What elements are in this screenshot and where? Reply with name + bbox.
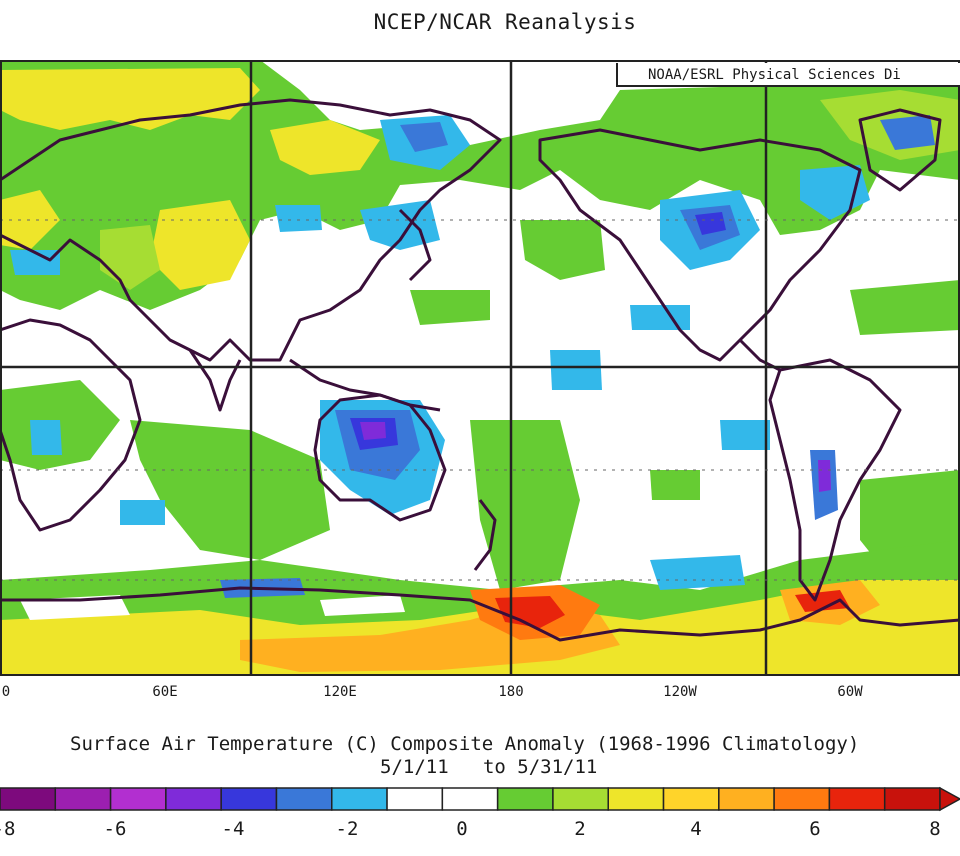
- anomaly-field-madagascar-blue: [30, 420, 62, 455]
- coastline-greenland: [858, 108, 942, 192]
- anomaly-field-weddell-blue: [650, 555, 745, 590]
- colorbar-tick-label: -6: [103, 818, 127, 840]
- coastline-africa: [0, 318, 142, 532]
- graticule: [0, 60, 960, 676]
- longitude-label: 0: [1, 684, 11, 700]
- coastline-eurasia: [0, 98, 502, 362]
- anomaly-field-caspian-blue: [10, 250, 60, 275]
- credit-box: NOAA/ESRL Physical Sciences Di: [616, 63, 960, 87]
- colorbar-bin: [54, 787, 112, 811]
- map-title: NCEP/NCAR Reanalysis: [373, 10, 637, 34]
- anomaly-field-east-pacific-green: [650, 470, 700, 500]
- colorbar-bin: [607, 787, 665, 811]
- anomaly-field-mongolia-blue: [275, 205, 322, 232]
- longitude-label: 120W: [663, 684, 697, 700]
- colorbar-tick-label: 6: [809, 818, 821, 840]
- anomaly-field-peninsula-red: [795, 590, 850, 612]
- anomaly-field-pacific-green-2: [410, 290, 490, 325]
- colorbar-end-arrow: [939, 786, 960, 812]
- colorbar-tick-label: 0: [456, 818, 468, 840]
- colorbar-bin: [165, 787, 222, 811]
- coastline-indonesia: [289, 358, 441, 412]
- coastline-japan: [398, 208, 432, 282]
- anomaly-field-south-indian-green: [130, 420, 330, 560]
- map-frame: [0, 60, 960, 676]
- anomaly-field-greenland-blue: [880, 115, 935, 150]
- colorbar-tick-label: 8: [929, 818, 941, 840]
- anomaly-field-east-pacific-blue-2: [720, 420, 770, 450]
- credit-text: NOAA/ESRL Physical Sciences Di: [648, 67, 901, 83]
- colorbar-tick-label: -4: [221, 818, 245, 840]
- anomaly-field-south-pacific-green: [470, 420, 580, 590]
- colorbar: [0, 786, 960, 812]
- colorbar-bin: [662, 787, 720, 811]
- colorbar-bin: [386, 787, 444, 811]
- colorbar-tick-label: 4: [690, 818, 702, 840]
- colorbar-bin: [828, 787, 886, 811]
- colorbar-bin: [496, 787, 554, 811]
- coastline-new-zealand: [473, 499, 497, 571]
- colorbar-bin: [883, 787, 941, 811]
- coastline-south-america: [768, 358, 902, 602]
- anomaly-field-australia-deep: [360, 422, 386, 440]
- anomaly-field-east-siberia-dark: [400, 122, 448, 152]
- date-range: 5/1/11 to 5/31/11: [380, 756, 598, 778]
- coastline-antarctica: [0, 586, 960, 642]
- anomaly-field-east-pacific-blue: [630, 305, 690, 330]
- coastline-north-america: [538, 128, 862, 362]
- map-subtitle: Surface Air Temperature (C) Composite An…: [70, 733, 860, 755]
- anomaly-field-central-asia-yellow: [150, 200, 250, 290]
- colorbar-bin: [109, 787, 167, 811]
- colorbar-bin: [331, 787, 388, 811]
- longitude-label: 60E: [152, 684, 178, 700]
- anomaly-field-pacific-green: [520, 220, 605, 280]
- anomaly-field-ross-sea-core: [495, 596, 565, 628]
- colorbar-bin: [552, 787, 609, 811]
- longitude-label: 60W: [837, 684, 863, 700]
- longitude-label: 120E: [323, 684, 357, 700]
- longitude-label: 180: [498, 684, 524, 700]
- map-canvas: [0, 60, 960, 676]
- anomaly-field-atlantic-green: [850, 280, 960, 335]
- colorbar-bin: [718, 787, 775, 811]
- coastline-australia: [313, 393, 447, 522]
- colorbar-tick-label: -8: [0, 818, 16, 840]
- colorbar-bin: [275, 787, 333, 811]
- anomaly-field-indian-blue: [120, 500, 165, 525]
- anomaly-fields: [0, 60, 960, 676]
- coastlines: [0, 98, 960, 642]
- anomaly-field-south-green-pocket-2: [320, 595, 405, 616]
- anomaly-field-andes-core: [818, 460, 831, 492]
- coastline-india: [188, 349, 242, 412]
- colorbar-tick-label: -2: [335, 818, 359, 840]
- anomaly-field-siberia-yellow: [270, 120, 380, 175]
- anomaly-field-canada-north-blue: [800, 165, 870, 220]
- anomaly-map: [0, 60, 960, 676]
- colorbar-bin: [220, 787, 278, 811]
- colorbar-bin: [441, 787, 499, 811]
- anomaly-field-indo-blue: [550, 350, 602, 390]
- anomaly-field-western-canada-core: [695, 212, 726, 235]
- colorbar-bin: [773, 787, 831, 811]
- colorbar-tick-label: 2: [574, 818, 586, 840]
- colorbar-bin: [0, 787, 57, 811]
